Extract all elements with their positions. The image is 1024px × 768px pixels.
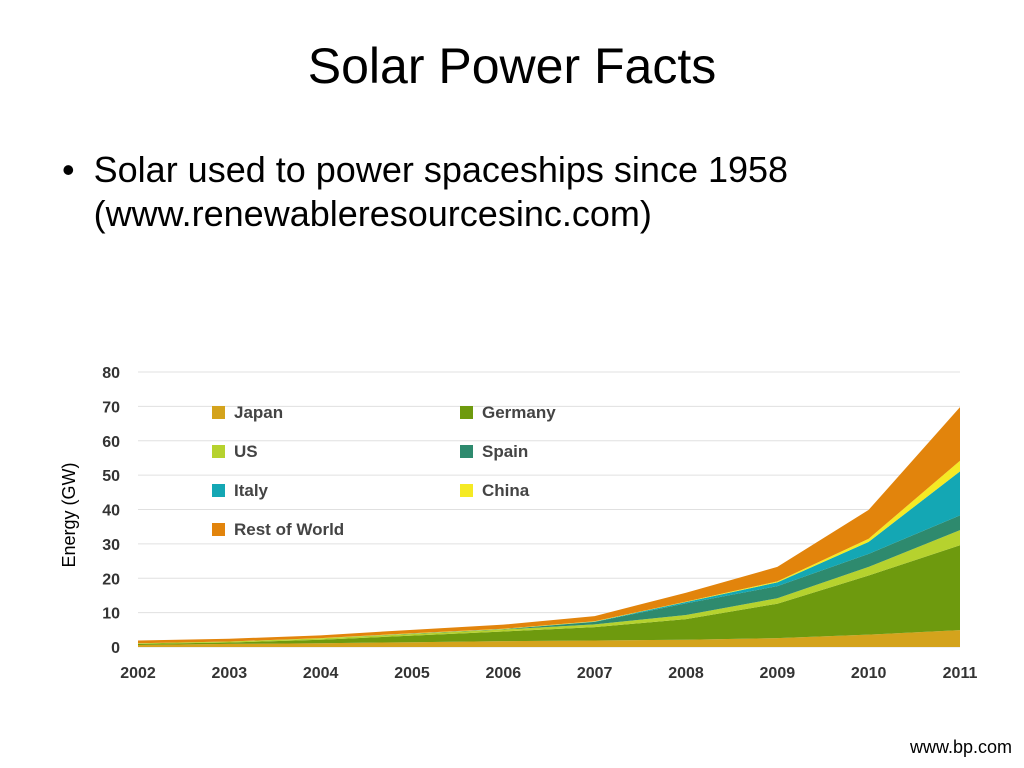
y-tick-label: 30 [102,537,120,554]
y-axis-tick-labels: 0 10 20 30 40 50 60 70 80 [102,365,120,657]
legend-label-rest-of-world: Rest of World [234,520,344,539]
legend-label-germany: Germany [482,403,556,422]
bullet-text: Solar used to power spaceships since 195… [93,149,789,234]
legend-swatch-us [212,445,225,458]
x-tick-label: 2007 [577,665,613,682]
area-series-group [138,407,960,647]
legend-swatch-spain [460,445,473,458]
legend-label-japan: Japan [234,403,283,422]
x-tick-label: 2004 [303,665,339,682]
legend-swatch-china [460,484,473,497]
y-tick-label: 20 [102,571,120,588]
x-axis-tick-labels: 2002 2003 2004 2005 2006 2007 2008 2009 2010 2011 [120,665,977,682]
legend-label-spain: Spain [482,442,528,461]
x-tick-label: 2005 [394,665,430,682]
source-credit: www.bp.com [909,737,1012,757]
x-tick-label: 2006 [486,665,522,682]
x-tick-label: 2002 [120,665,156,682]
bullet-item: • Solar used to power spaceships since 1… [62,148,962,236]
legend-swatch-japan [212,406,225,419]
y-tick-label: 70 [102,399,120,416]
y-tick-label: 60 [102,434,120,451]
x-tick-label: 2008 [668,665,704,682]
legend-label-italy: Italy [234,481,269,500]
y-tick-label: 50 [102,468,120,485]
legend-swatch-italy [212,484,225,497]
area-series-japan [138,630,960,647]
x-tick-label: 2011 [943,665,978,682]
gridlines [138,371,960,648]
y-tick-label: 80 [102,365,120,382]
legend-swatch-germany [460,406,473,419]
x-tick-label: 2010 [851,665,887,682]
area-series-germany [138,545,960,645]
legend: Japan Germany US Spain Italy China Rest of Wor… [212,403,556,539]
legend-label-china: China [482,481,530,500]
x-tick-label: 2003 [212,665,248,682]
y-tick-label: 0 [111,640,120,657]
y-tick-label: 40 [102,503,120,520]
y-axis-label: Energy (GW) [59,462,79,567]
bullet-dot-icon: • [62,149,75,190]
area-series-rest-of-world [138,407,960,644]
y-tick-label: 10 [102,606,120,623]
slide-title: Solar Power Facts [307,38,717,94]
x-tick-label: 2009 [760,665,796,682]
bullet-list: • Solar used to power spaceships since 1… [62,148,962,236]
legend-swatch-rest-of-world [212,523,225,536]
legend-label-us: US [234,442,258,461]
